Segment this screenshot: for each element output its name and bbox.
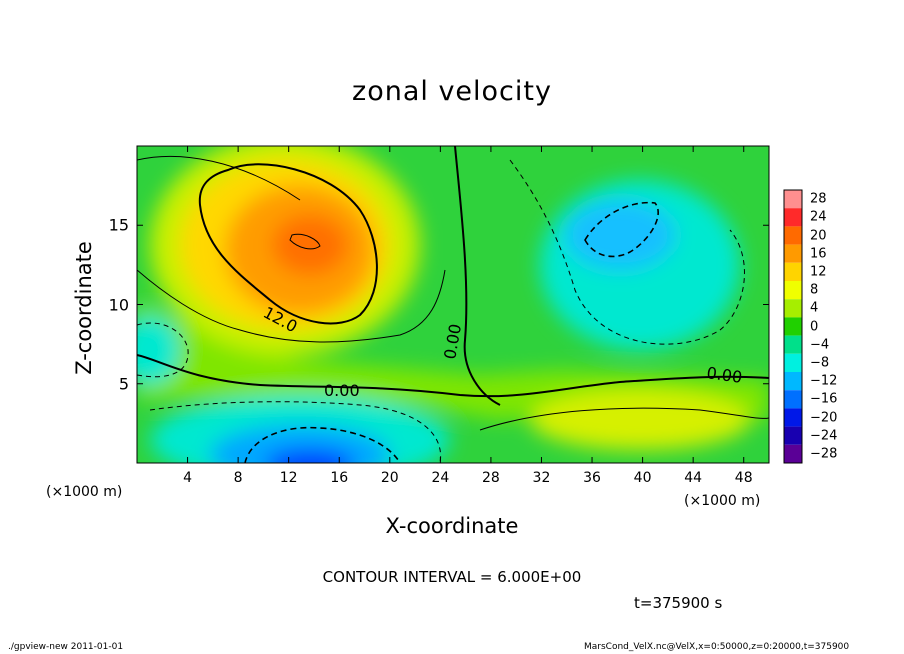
colorbar-swatch xyxy=(784,390,802,409)
contour-12 xyxy=(198,163,378,325)
colorbar-swatch xyxy=(784,408,802,427)
colorbar-label: 8 xyxy=(810,282,819,298)
contour-label: 0.00 xyxy=(324,381,360,400)
lower-right-positive xyxy=(530,390,750,450)
x-tick-label: 36 xyxy=(583,470,601,486)
colorbar-swatch xyxy=(784,353,802,372)
contour-interval: CONTOUR INTERVAL = 6.000E+00 xyxy=(322,568,582,586)
colorbar-label: 20 xyxy=(810,228,827,243)
colorbar-label: −12 xyxy=(810,373,838,389)
colorbar-label: 4 xyxy=(810,300,819,316)
colorbar-label: −8 xyxy=(810,355,830,371)
colorbar-swatch xyxy=(784,372,802,391)
footer-left: ./gpview-new 2011-01-01 xyxy=(8,642,124,652)
neg-left xyxy=(137,315,180,385)
y-tick-marks xyxy=(137,224,769,385)
colorbar-label: −16 xyxy=(810,391,838,407)
contour-0-horizontal xyxy=(137,354,769,398)
colorbar-label: 12 xyxy=(810,264,827,280)
time-stamp: t=375900 s xyxy=(634,594,723,612)
contour-lines xyxy=(137,146,769,463)
colorbar-label: −28 xyxy=(810,446,838,462)
contour-neg6-left xyxy=(137,322,189,378)
x-unit-label-right: (×1000 m) xyxy=(684,493,761,509)
contour-neg6-bottom xyxy=(149,401,442,463)
colorbar-swatch xyxy=(784,190,802,209)
x-tick-label: 44 xyxy=(684,470,703,486)
x-tick-label: 48 xyxy=(734,470,753,486)
colorbar-label: −20 xyxy=(810,410,838,425)
neg-bottom-mid xyxy=(210,425,390,463)
colorbar-swatch xyxy=(784,317,802,336)
colorbar-swatch xyxy=(784,208,802,227)
contour-neg12 xyxy=(584,201,659,258)
colorbar-label: −4 xyxy=(810,337,830,353)
x-tick-label: 40 xyxy=(633,470,652,486)
colorbar-swatch xyxy=(784,262,802,281)
colorbar-label: 0 xyxy=(810,319,819,334)
colorbar-label: 16 xyxy=(810,246,827,262)
y-tick-label: 5 xyxy=(118,374,129,394)
x-axis-label: X-coordinate xyxy=(385,514,519,538)
x-tick-label: 28 xyxy=(481,470,500,486)
colorbar xyxy=(783,189,803,464)
x-tick-label: 16 xyxy=(330,470,349,486)
chart-title: zonal velocity xyxy=(352,76,552,107)
max-core xyxy=(272,215,348,275)
colorbar-swatch xyxy=(784,426,802,445)
x-tick-label: 24 xyxy=(431,470,450,486)
contour-6-upper xyxy=(137,155,301,201)
x-tick-marks xyxy=(187,146,745,463)
colorbar-swatch xyxy=(784,244,802,263)
colorbar-frame xyxy=(783,189,803,464)
x-tick-label: 8 xyxy=(233,470,243,486)
y-tick-label: 10 xyxy=(108,295,129,314)
colorbar-swatch xyxy=(784,226,802,245)
neg-bottom-core xyxy=(265,449,355,463)
colorbar-swatch xyxy=(784,444,802,463)
x-tick-label: 32 xyxy=(532,470,551,486)
neg-right-core xyxy=(565,200,675,270)
contour-6-lower xyxy=(479,407,769,431)
colorbar-label: 28 xyxy=(810,191,827,207)
x-tick-label: 20 xyxy=(380,470,399,486)
contour-neg6-right xyxy=(509,159,745,345)
contour-0-vertical xyxy=(454,146,501,406)
colorbar-label: −24 xyxy=(810,428,838,444)
colorbar-swatch xyxy=(784,299,802,318)
colorbar-label: 24 xyxy=(810,209,827,225)
colorbar-swatch xyxy=(784,335,802,354)
contour-6-ring xyxy=(137,269,446,343)
contour-18 xyxy=(289,233,321,250)
footer-right: MarsCond_VelX.nc@VelX,x=0:50000,z=0:2000… xyxy=(584,642,850,652)
contour-neg12-bottom xyxy=(244,426,401,463)
x-unit-label-left: (×1000 m) xyxy=(46,484,123,500)
x-tick-label: 4 xyxy=(183,470,193,486)
heatmap-field: 12.0 0.00 0.00 0.00 xyxy=(137,146,769,463)
contour-label: 0.00 xyxy=(705,363,743,387)
band-positive xyxy=(137,300,769,420)
colorbar-swatch xyxy=(784,281,802,300)
y-tick-label: 15 xyxy=(108,215,129,235)
x-tick-label: 12 xyxy=(279,470,298,486)
